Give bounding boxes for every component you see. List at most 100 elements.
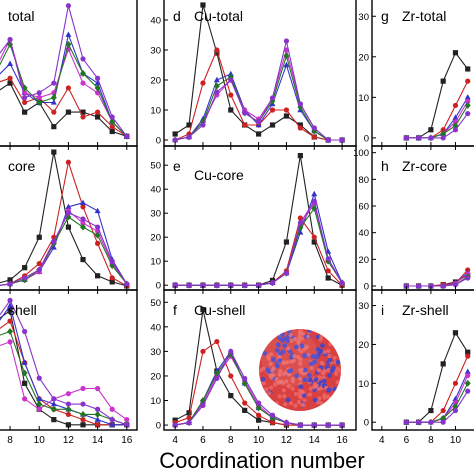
panel-title: total xyxy=(8,8,34,24)
series-line xyxy=(0,305,127,426)
data-point xyxy=(255,404,262,412)
zr-atom xyxy=(312,359,318,365)
data-point xyxy=(109,279,115,285)
data-point xyxy=(109,128,115,135)
panel-title: Zr-shell xyxy=(402,302,449,318)
cu-atom xyxy=(288,333,293,338)
cu-atom xyxy=(328,341,333,347)
zr-atom xyxy=(315,347,321,352)
panel-f: 0 10 20 30 40 50 4 6 8 10 12 14 16 f Cu-shell xyxy=(150,289,357,446)
cu-atom xyxy=(289,338,294,343)
data-point xyxy=(214,47,220,53)
data-point xyxy=(22,328,28,335)
data-point xyxy=(416,419,422,425)
x-tick-label: 6 xyxy=(200,435,206,446)
x-tick-label: 4 xyxy=(379,435,385,446)
data-point xyxy=(22,95,28,101)
x-tick-label: 14 xyxy=(309,435,321,446)
data-point xyxy=(95,109,101,115)
data-point xyxy=(416,283,422,289)
y-tick-label: 60 xyxy=(358,202,369,213)
cu-atom xyxy=(307,392,312,397)
data-point xyxy=(283,113,290,119)
series-line xyxy=(0,212,128,286)
data-point xyxy=(65,411,72,418)
series-group xyxy=(403,330,471,426)
zr-atom xyxy=(285,397,291,403)
series-group xyxy=(172,2,346,144)
series-group xyxy=(0,149,130,289)
data-point xyxy=(242,110,248,116)
cu-atom xyxy=(293,403,298,408)
data-point xyxy=(186,420,192,426)
x-tick-label: 8 xyxy=(228,435,234,446)
data-point xyxy=(80,256,86,263)
y-tick-label: 50 xyxy=(150,161,161,172)
cu-atom xyxy=(277,394,282,399)
cu-atom xyxy=(297,393,302,399)
data-point xyxy=(7,318,13,324)
y-tick-label: 0 xyxy=(364,133,369,144)
data-point xyxy=(256,119,262,125)
zr-atom xyxy=(294,373,300,379)
series-line xyxy=(406,80,469,139)
data-point xyxy=(65,85,72,91)
cu-atom xyxy=(317,396,322,401)
cu-atom xyxy=(290,386,295,391)
data-point xyxy=(172,422,178,428)
zr-atom xyxy=(277,358,283,363)
data-point xyxy=(36,267,42,273)
axes-frame xyxy=(371,289,474,431)
panel-title: shell xyxy=(8,302,37,318)
zr-atom xyxy=(306,372,312,378)
cu-atom xyxy=(268,373,273,378)
series-line xyxy=(0,202,128,286)
data-point xyxy=(325,422,331,428)
x-tick-label: 12 xyxy=(281,435,293,446)
data-point xyxy=(256,417,262,423)
data-point xyxy=(80,216,86,222)
y-tick-label: 0 xyxy=(156,281,161,292)
x-tick-label: 10 xyxy=(34,435,46,446)
data-point xyxy=(440,283,446,289)
y-tick-label: 0 xyxy=(156,421,161,432)
data-point xyxy=(416,135,422,141)
cu-atom xyxy=(289,359,294,364)
data-point xyxy=(94,84,101,92)
data-point xyxy=(94,207,101,214)
data-point xyxy=(80,109,86,115)
data-point xyxy=(80,199,87,205)
axes-frame xyxy=(163,289,357,431)
data-point xyxy=(80,401,86,407)
data-point xyxy=(80,70,87,77)
cu-atom xyxy=(281,388,286,393)
zr-atom xyxy=(271,357,276,362)
data-point xyxy=(80,223,87,231)
data-point xyxy=(50,94,57,102)
panel-col1-row2: core xyxy=(0,145,138,291)
data-point xyxy=(7,80,13,86)
zr-atom xyxy=(308,361,314,367)
data-point xyxy=(311,125,317,131)
data-point xyxy=(452,330,459,336)
series-line xyxy=(0,82,127,137)
cu-atom xyxy=(312,385,317,390)
cu-atom xyxy=(327,354,332,359)
cu-atom xyxy=(266,354,271,359)
y-tick-label: 80 xyxy=(358,175,369,186)
data-point xyxy=(283,107,290,113)
cu-atom xyxy=(288,401,294,406)
data-point xyxy=(283,52,290,60)
data-point xyxy=(50,99,57,105)
data-point xyxy=(403,419,409,425)
cu-atom xyxy=(292,336,297,342)
x-tick-label: 10 xyxy=(253,435,265,446)
series-group xyxy=(0,3,130,140)
y-tick-label: 30 xyxy=(358,301,369,312)
data-point xyxy=(311,134,317,140)
cu-atom xyxy=(282,371,287,376)
cu-atom xyxy=(302,346,307,351)
series-line xyxy=(174,64,343,141)
cu-atom xyxy=(286,346,291,351)
